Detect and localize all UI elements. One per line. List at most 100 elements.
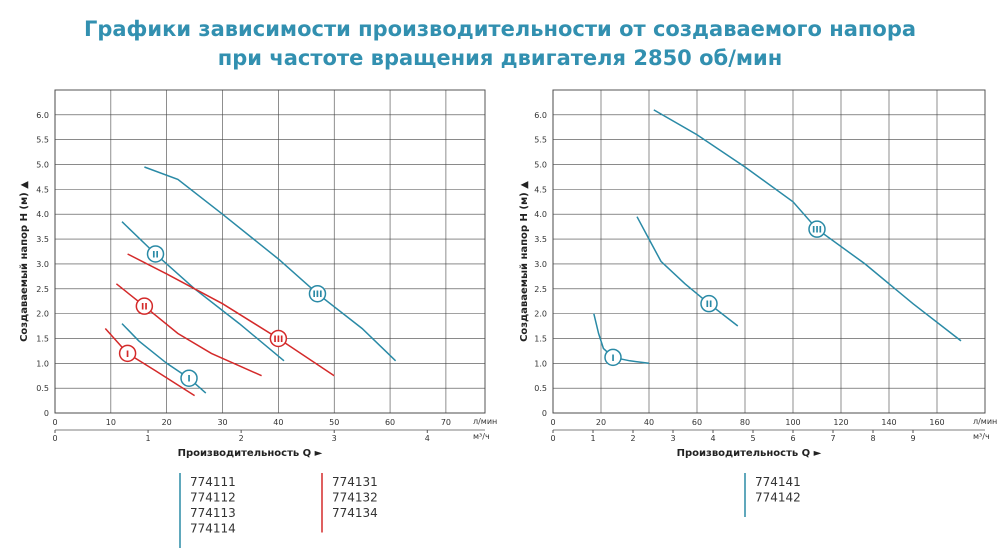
legend-item: 774141 xyxy=(755,475,801,489)
legend-item: 774113 xyxy=(190,506,236,520)
x2-tick-label: 3 xyxy=(670,434,675,443)
x-axis-label: Производительность Q ► xyxy=(677,448,822,459)
y-tick-label: 4.5 xyxy=(534,185,547,194)
curve-label: II xyxy=(141,303,148,313)
legend-item: 774134 xyxy=(332,506,378,520)
y-tick-label: 3.0 xyxy=(534,260,547,269)
y-tick-label: 1.5 xyxy=(534,334,547,343)
x2-tick-label: 3 xyxy=(332,434,337,443)
y-axis-label: Создаваемый напор Н (м) ▲ xyxy=(519,181,530,342)
curve xyxy=(115,283,262,377)
y-tick-label: 2.5 xyxy=(36,285,49,294)
curve-label: I xyxy=(187,375,190,385)
y-tick-label: 3.5 xyxy=(36,235,49,244)
y-tick-label: 4.0 xyxy=(534,210,547,219)
y-tick-label: 4.5 xyxy=(36,185,49,194)
x-tick-label: 50 xyxy=(329,418,339,427)
x-tick-label: 160 xyxy=(929,418,944,427)
curve-label-circle xyxy=(269,329,288,348)
x2-tick-label: 9 xyxy=(910,434,915,443)
x2-unit: м³/ч xyxy=(473,432,490,441)
x2-tick-label: 2 xyxy=(630,434,635,443)
curve-label-circle xyxy=(808,220,826,238)
y-axis-label: Создаваемый напор Н (м) ▲ xyxy=(19,181,30,342)
x2-unit: м³/ч xyxy=(973,432,990,441)
legend-item: 774132 xyxy=(332,491,378,505)
curve-label-circle xyxy=(308,284,327,303)
curve xyxy=(636,216,739,327)
y-tick-label: 4.0 xyxy=(36,210,49,219)
x2-tick-label: 4 xyxy=(425,434,430,443)
curve-label: I xyxy=(611,354,614,364)
x2-tick-label: 1 xyxy=(590,434,595,443)
x-tick-label: 30 xyxy=(217,418,227,427)
x-axis-label: Производительность Q ► xyxy=(178,448,323,459)
legend-item: 774142 xyxy=(755,491,801,505)
curve xyxy=(653,109,962,342)
y-tick-label: 5.0 xyxy=(534,161,547,170)
y-tick-label: 2.0 xyxy=(534,310,547,319)
y-tick-label: 6.0 xyxy=(534,111,547,120)
y-tick-label: 0 xyxy=(542,409,547,418)
y-tick-label: 2.5 xyxy=(534,285,547,294)
y-tick-label: 1.0 xyxy=(36,359,49,368)
y-tick-label: 3.5 xyxy=(534,235,547,244)
x-tick-label: 0 xyxy=(52,418,57,427)
curve xyxy=(144,166,397,362)
curve-label-circle xyxy=(604,348,622,367)
curve xyxy=(104,327,196,397)
x2-tick-label: 5 xyxy=(750,434,755,443)
legend-item: 774131 xyxy=(332,475,378,489)
curve-label-circle xyxy=(180,369,198,387)
curve-label: III xyxy=(273,335,283,345)
curve-label-circle xyxy=(118,344,137,363)
x2-tick-label: 4 xyxy=(710,434,715,443)
x-tick-label: 0 xyxy=(550,418,555,427)
y-tick-label: 1.0 xyxy=(534,359,547,368)
legend-item: 774111 xyxy=(190,475,236,489)
y-tick-label: 5.5 xyxy=(36,136,49,145)
x-tick-label: 100 xyxy=(785,418,800,427)
y-tick-label: 6.0 xyxy=(36,111,49,120)
y-tick-label: 1.5 xyxy=(36,334,49,343)
x-tick-label: 80 xyxy=(740,418,750,427)
title-line: Графики зависимости производительности о… xyxy=(84,17,916,41)
curve xyxy=(121,221,285,362)
y-tick-label: 0.5 xyxy=(534,384,547,393)
x-tick-label: 20 xyxy=(596,418,606,427)
x-unit: л/мин xyxy=(473,417,497,426)
x2-tick-label: 0 xyxy=(550,434,555,443)
x2-tick-label: 0 xyxy=(52,434,57,443)
y-tick-label: 3.0 xyxy=(36,260,49,269)
y-tick-label: 5.0 xyxy=(36,161,49,170)
x-tick-label: 20 xyxy=(162,418,172,427)
x-tick-label: 40 xyxy=(273,418,283,427)
y-tick-label: 5.5 xyxy=(534,136,547,145)
x2-tick-label: 6 xyxy=(790,434,795,443)
x2-tick-label: 7 xyxy=(830,434,835,443)
x-tick-label: 120 xyxy=(833,418,848,427)
curve-label-circle xyxy=(135,297,154,315)
curve-label: II xyxy=(706,300,713,310)
legend-item: 774112 xyxy=(190,491,236,505)
curve-label: III xyxy=(312,290,322,300)
curve-label-circle xyxy=(146,245,165,263)
x2-tick-label: 8 xyxy=(870,434,875,443)
x-tick-label: 60 xyxy=(385,418,395,427)
curve-label-circle xyxy=(700,294,718,313)
curve-label: II xyxy=(152,250,159,260)
x-tick-label: 10 xyxy=(106,418,116,427)
x2-tick-label: 1 xyxy=(146,434,151,443)
x-tick-label: 40 xyxy=(644,418,654,427)
x-tick-label: 60 xyxy=(692,418,702,427)
legend-item: 774114 xyxy=(190,522,236,536)
curve-label: I xyxy=(126,350,129,360)
title-line: при частоте вращения двигателя 2850 об/м… xyxy=(218,46,783,70)
y-tick-label: 2.0 xyxy=(36,310,49,319)
x2-tick-label: 2 xyxy=(239,434,244,443)
x-tick-label: 70 xyxy=(441,418,451,427)
curve-label: III xyxy=(812,226,822,236)
x-unit: л/мин xyxy=(973,417,997,426)
x-tick-label: 140 xyxy=(881,418,896,427)
curve xyxy=(127,253,335,377)
